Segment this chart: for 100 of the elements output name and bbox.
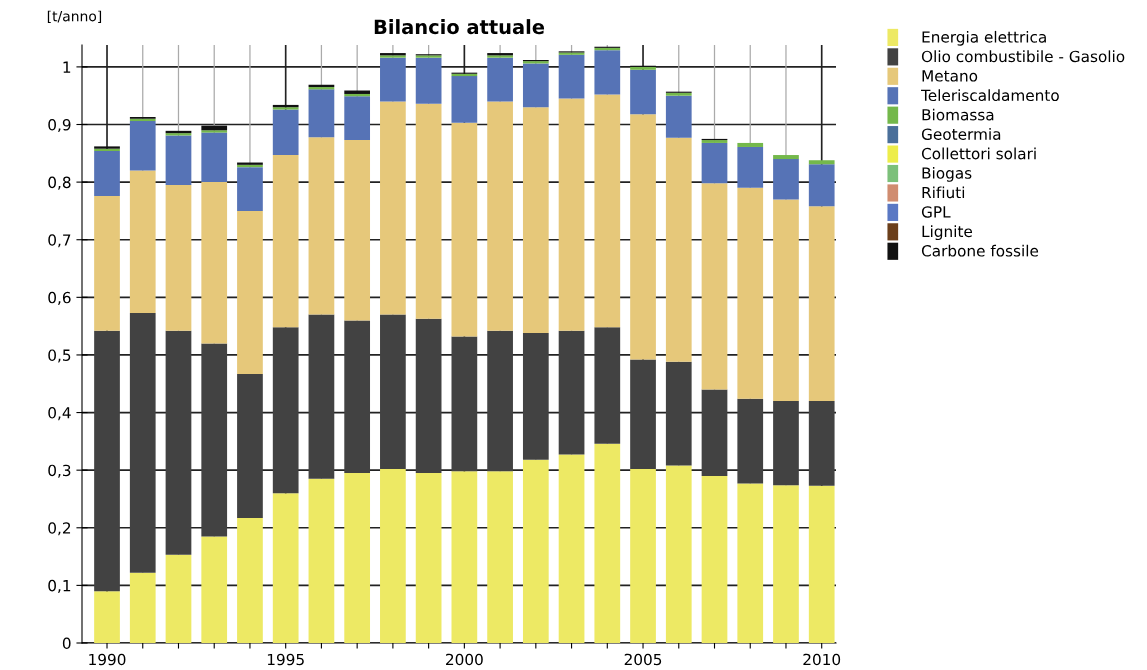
legend-label: Carbone fossile <box>921 244 1039 257</box>
bar <box>344 96 371 141</box>
bar <box>808 485 835 643</box>
y-tick-label: 0,4 <box>48 407 71 421</box>
bar <box>380 101 406 315</box>
bar <box>701 183 728 390</box>
bar <box>594 94 621 328</box>
y-tick-label: 0,1 <box>48 579 71 593</box>
bar <box>165 554 192 643</box>
bar <box>808 401 835 486</box>
bar <box>451 122 478 337</box>
bar <box>630 69 656 115</box>
bar <box>308 478 335 643</box>
bar <box>808 206 835 402</box>
bar <box>165 330 192 555</box>
bar <box>308 89 335 138</box>
bar <box>487 57 513 102</box>
x-tick-label: 2010 <box>803 653 841 666</box>
bar <box>272 109 299 156</box>
bar <box>451 76 478 123</box>
bar <box>94 591 120 643</box>
y-tick-label: 0,9 <box>48 118 71 133</box>
bar <box>451 336 478 472</box>
bar <box>129 121 156 171</box>
bar <box>630 114 656 360</box>
legend-label: Geotermia <box>921 128 1001 140</box>
legend-label: GPL <box>921 206 951 218</box>
bar <box>594 50 621 95</box>
bar <box>737 146 764 188</box>
bar <box>594 327 621 444</box>
bar <box>237 517 263 643</box>
bar <box>201 132 228 183</box>
bar <box>94 151 120 196</box>
x-tick-label: 1990 <box>89 653 126 666</box>
legend-label: Olio combustibile - Gasolio <box>921 50 1125 63</box>
y-axis-title: [t/anno] <box>47 10 102 24</box>
bar <box>630 469 656 643</box>
bar <box>165 135 192 185</box>
bar <box>522 459 549 643</box>
bar <box>665 361 692 466</box>
y-tick-label: 0,2 <box>48 522 71 536</box>
bar <box>344 320 371 474</box>
bar <box>808 160 835 165</box>
y-tick-label: 0,6 <box>48 291 71 305</box>
bar <box>415 103 442 319</box>
bar <box>773 401 799 486</box>
bar <box>558 98 585 331</box>
bar <box>415 318 442 474</box>
x-tick-label: 1995 <box>267 653 304 666</box>
bar <box>344 473 371 643</box>
bar <box>737 142 764 147</box>
legend-label: Lignite <box>922 225 973 241</box>
bar <box>415 473 442 643</box>
bar <box>344 140 371 321</box>
bar <box>773 485 799 643</box>
bar <box>380 469 406 643</box>
bar <box>808 164 835 207</box>
chart-title: Bilancio attuale <box>374 19 545 35</box>
bar <box>380 57 406 102</box>
bar <box>630 359 656 470</box>
y-tick-label: 0,8 <box>48 176 71 190</box>
bar <box>665 137 692 362</box>
bar <box>237 210 263 374</box>
bar <box>165 184 192 331</box>
bar <box>594 443 621 643</box>
bar <box>701 142 728 184</box>
bar <box>701 389 728 476</box>
bar <box>487 101 513 331</box>
bar <box>737 483 764 643</box>
bar <box>237 167 263 211</box>
y-tick-label: 0,5 <box>48 349 71 363</box>
bar <box>129 170 156 313</box>
bar <box>522 63 549 108</box>
bar <box>201 182 228 344</box>
bar <box>487 471 513 643</box>
legend-label: Biomassa <box>922 108 994 121</box>
legend-label: Teleriscaldamento <box>921 89 1059 102</box>
bar <box>522 107 549 334</box>
bar <box>129 312 156 573</box>
bar <box>129 572 156 643</box>
bar <box>201 343 228 537</box>
bar <box>308 137 335 315</box>
bar <box>773 159 799 200</box>
bar <box>522 333 549 460</box>
bar <box>487 330 513 472</box>
bar <box>380 314 406 470</box>
bar <box>308 314 335 479</box>
legend-label: Collettori solari <box>921 147 1036 160</box>
bar <box>558 454 585 643</box>
bar <box>272 327 299 494</box>
bar <box>451 471 478 643</box>
bar <box>201 130 228 133</box>
bar <box>272 155 299 328</box>
bar <box>237 373 263 518</box>
legend-label: Biogas <box>922 167 972 182</box>
bar <box>201 536 228 643</box>
bar <box>94 195 120 331</box>
y-tick-label: 0 <box>62 637 71 650</box>
bar <box>665 95 692 138</box>
y-tick-label: 0,3 <box>48 464 71 478</box>
